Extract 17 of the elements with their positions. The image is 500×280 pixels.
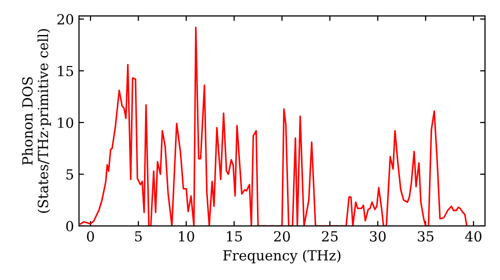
x-tick-label: 30 bbox=[370, 231, 386, 242]
y-tick-label: 0 bbox=[66, 220, 74, 232]
x-tick-label: 40 bbox=[465, 231, 482, 242]
y-axis-title: Phonon DOS (States/THz·primitive cell) bbox=[22, 29, 51, 213]
x-tick-label: 25 bbox=[322, 231, 338, 242]
y-tick-label: 10 bbox=[58, 117, 74, 128]
x-tick-label: 20 bbox=[274, 231, 290, 242]
y-tick-label: 20 bbox=[57, 14, 74, 25]
x-tick-label: 15 bbox=[226, 231, 242, 242]
y-tick-label: 15 bbox=[58, 66, 74, 76]
line-series bbox=[80, 26, 468, 226]
x-axis-title: Frequency (THz) bbox=[223, 250, 340, 264]
x-tick-label: 35 bbox=[418, 231, 434, 242]
x-tick-label: 10 bbox=[179, 231, 194, 242]
x-tick-label: 5 bbox=[135, 231, 142, 242]
x-tick-label: 0 bbox=[86, 231, 94, 242]
y-tick-label: 5 bbox=[66, 169, 74, 180]
